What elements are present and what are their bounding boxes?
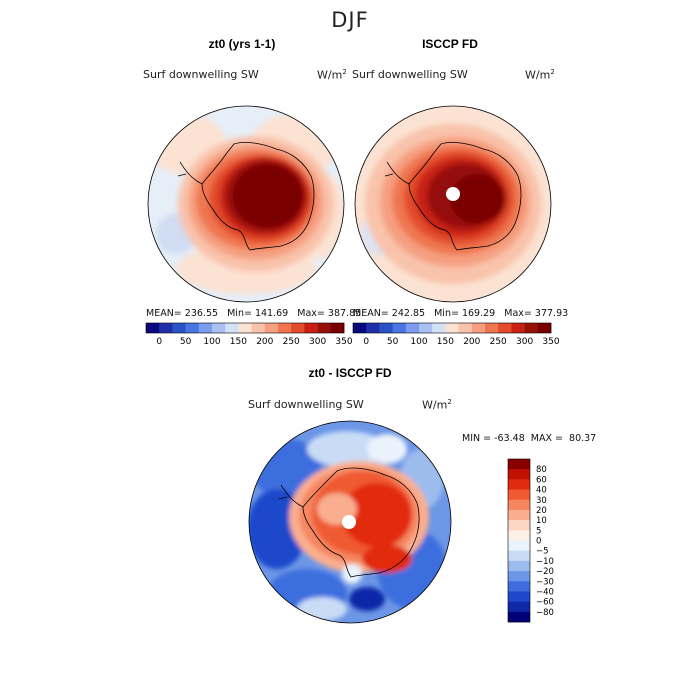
panel1-stats: MEAN= 236.55 Min= 141.69 Max= 387.85 [146, 308, 362, 319]
panel1-map [147, 105, 345, 303]
panel1-colorbar-tick-label: 50 [180, 337, 192, 347]
panel1-variable: Surf downwelling SW [143, 68, 259, 81]
panel2-colorbar-tick-label: 350 [542, 337, 559, 347]
diff-colorbar-tick-label: 60 [536, 475, 547, 485]
diff-colorbar-tick-label: −40 [536, 587, 554, 597]
panel1-colorbar-tick-label: 100 [203, 337, 220, 347]
panel2-colorbar-swatch [392, 323, 407, 333]
season-title: DJF [331, 8, 369, 32]
panel2-colorbar-swatch [379, 323, 393, 333]
panel2-colorbar-tick-label: 300 [516, 337, 533, 347]
diff-colorbar-swatch [508, 550, 530, 562]
diff-colorbar-tick-label: 80 [536, 465, 547, 475]
diff-colorbar-swatch [508, 479, 530, 490]
panel1-colorbar-swatch [304, 323, 318, 333]
panel2-coastline [408, 141, 522, 251]
diff-colorbar-swatch [508, 469, 530, 480]
diff-variable: Surf downwelling SW [248, 398, 364, 411]
panel1-colorbar-tick-label: 250 [283, 337, 300, 347]
panel2-colorbar-swatch [471, 323, 486, 333]
panel1-colorbar-tick-label: 350 [335, 337, 352, 347]
panel1-coastline [201, 141, 315, 251]
diff-colorbar-swatch [508, 509, 530, 521]
panel2-colorbar-tick-label: 0 [363, 337, 369, 347]
diff-colorbar-swatch [508, 571, 530, 582]
panel1-colorbar-swatch [278, 323, 292, 333]
diff-colorbar-swatch [508, 489, 530, 501]
panel2-colorbar-swatch [537, 323, 552, 333]
diff-colorbar-swatch [508, 530, 530, 541]
diff-colorbar-swatch [508, 520, 530, 531]
panel1-units: W/m2 [317, 68, 347, 82]
panel1-colorbar-swatch [264, 323, 279, 333]
diff-colorbar-tick-label: 40 [536, 486, 547, 496]
panel1-colorbar-swatch [159, 323, 173, 333]
diff-colorbar-swatch [508, 611, 530, 623]
diff-colorbar-swatch [508, 560, 530, 572]
diff-coastline [302, 467, 420, 578]
panel2-colorbar-swatch [445, 323, 459, 333]
panel1-colorbar-tick-label: 200 [256, 337, 273, 347]
panel2-colorbar-swatch [366, 323, 380, 333]
panel1-colorbar-swatch [212, 323, 226, 333]
diff-colorbar-tick-label: 10 [536, 516, 547, 526]
diff-colorbar-tick-label: −30 [536, 577, 554, 587]
panel2-colorbar-swatch [405, 323, 420, 333]
panel2-stats: MEAN= 242.85 Min= 169.29 Max= 377.93 [353, 308, 569, 319]
diff-colorbar-swatch [508, 591, 530, 602]
panel2-map [354, 105, 552, 303]
diff-colorbar-swatch [508, 581, 530, 592]
panel2-units: W/m2 [525, 68, 555, 82]
diff-colorbar-tick-label: −20 [536, 567, 554, 577]
panel1-colorbar-swatch [291, 323, 305, 333]
diff-map [248, 420, 452, 624]
diff-colorbar-swatch [508, 540, 530, 551]
diff-colorbar-swatch [508, 499, 530, 511]
panel1-colorbar-swatch [317, 323, 332, 333]
diff-stats: MIN = -63.48 MAX = 80.37 [462, 433, 597, 444]
panel2-variable: Surf downwelling SW [352, 68, 468, 81]
panel2-title: ISCCP FD [422, 37, 478, 51]
diff-colorbar-tick-label: 30 [536, 496, 547, 506]
diff-colorbar-tick-label: −10 [536, 557, 554, 567]
diff-title: zt0 - ISCCP FD [308, 366, 392, 380]
diff-colorbar-tick-label: −5 [536, 547, 549, 557]
panel1-colorbar-swatch [238, 323, 252, 333]
diff-units: W/m2 [422, 398, 452, 412]
panel1-colorbar-swatch [146, 323, 160, 333]
panel2-colorbar-tick-label: 250 [490, 337, 507, 347]
panel1-colorbar-tick-label: 300 [309, 337, 326, 347]
panel1-title: zt0 (yrs 1-1) [208, 37, 276, 51]
panel1-colorbar-swatch [251, 323, 266, 333]
diff-colorbar-tick-label: −80 [536, 608, 554, 618]
panel2-colorbar-tick-label: 200 [463, 337, 480, 347]
panel2-colorbar-tick-label: 100 [410, 337, 427, 347]
panel2-colorbar-swatch [524, 323, 539, 333]
panel1-colorbar-tick-label: 150 [230, 337, 247, 347]
diff-colorbar-tick-label: 5 [536, 526, 541, 536]
panel2-colorbar-swatch [511, 323, 525, 333]
panel1-colorbar-swatch [330, 323, 345, 333]
diff-colorbar-swatch [508, 601, 530, 613]
panel1-colorbar-swatch [185, 323, 200, 333]
panel2-colorbar-swatch [498, 323, 512, 333]
panel1-colorbar-tick-label: 0 [156, 337, 162, 347]
diff-colorbar-tick-label: −60 [536, 598, 554, 608]
panel2-colorbar-swatch [432, 323, 446, 333]
panel1-colorbar-swatch [172, 323, 186, 333]
panel2-colorbar-tick-label: 150 [437, 337, 454, 347]
panel1-colorbar: 0 50 100 150 200 250 300 350 [145, 322, 353, 347]
panel2-colorbar: 0 50 100 150 200 250 300 350 [352, 322, 560, 347]
diff-colorbar-tick-label: 0 [536, 537, 541, 547]
diff-colorbar-tick-label: 20 [536, 506, 547, 516]
panel2-colorbar-swatch [458, 323, 473, 333]
panel2-colorbar-swatch [419, 323, 433, 333]
diff-colorbar-swatch [508, 459, 530, 470]
panel1-colorbar-swatch [225, 323, 239, 333]
panel1-colorbar-swatch [198, 323, 213, 333]
panel2-colorbar-swatch [353, 323, 367, 333]
panel2-colorbar-tick-label: 50 [387, 337, 399, 347]
panel2-colorbar-swatch [485, 323, 499, 333]
